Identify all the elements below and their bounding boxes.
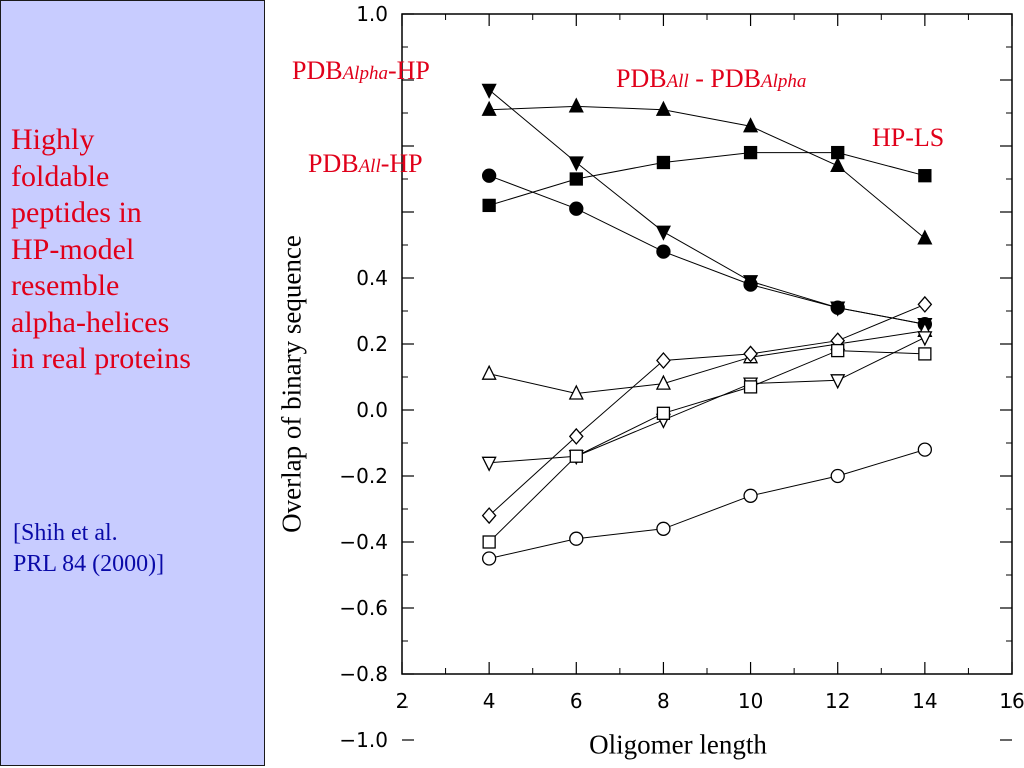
data-point-triangle-up	[743, 117, 759, 133]
data-point-square	[743, 145, 758, 160]
x-tick-label: 16	[999, 689, 1024, 713]
data-point-triangle-up	[655, 100, 671, 116]
x-tick-label: 8	[657, 689, 670, 713]
x-tick-label: 2	[396, 689, 409, 713]
y-tick-label: −0.8	[339, 662, 388, 686]
data-point-triangle-down	[481, 83, 497, 99]
data-point-square	[482, 198, 496, 213]
y-tick-label: −0.2	[339, 464, 388, 488]
data-point-triangle-down	[917, 331, 933, 347]
series-line	[489, 336, 926, 464]
series-label-pdb-all-minus-alpha: PDBAll - PDBAlpha	[616, 64, 807, 93]
data-point-circle	[656, 521, 671, 536]
data-point-triangle-up	[655, 374, 671, 390]
data-point-circle	[743, 488, 758, 503]
y-tick-label: 1.0	[356, 2, 388, 26]
slide-title: Highly foldable peptides in HP-model res…	[11, 123, 191, 375]
data-point-diamond	[481, 507, 497, 525]
data-point-square	[831, 145, 845, 160]
data-point-circle	[569, 201, 584, 216]
series-line	[489, 105, 926, 239]
series-label-pdb-alpha-hp: PDBAlpha-HP	[292, 56, 430, 85]
x-tick-label: 12	[825, 689, 850, 713]
series-label-pdb-all-hp: PDBAll-HP	[308, 149, 423, 178]
data-point-diamond	[656, 352, 671, 369]
y-tick-label: −0.6	[339, 596, 388, 620]
y-tick-label: 0.2	[356, 332, 388, 356]
x-tick-label: 6	[570, 689, 583, 713]
data-point-circle	[569, 531, 584, 546]
data-point-diamond	[568, 427, 584, 445]
data-point-triangle-down	[830, 374, 846, 390]
data-point-square	[918, 347, 932, 361]
x-tick-label: 4	[483, 689, 496, 713]
sidebar-panel: Highly foldable peptides in HP-model res…	[0, 0, 265, 766]
data-point-triangle-down	[655, 225, 671, 241]
data-point-diamond	[743, 345, 758, 363]
data-point-circle	[656, 244, 671, 259]
y-tick-label: 0.4	[356, 266, 388, 290]
data-point-circle	[743, 277, 758, 292]
x-tick-label: 14	[912, 689, 937, 713]
data-point-triangle-up	[481, 364, 497, 380]
data-point-circle	[917, 442, 933, 457]
data-point-triangle-up	[481, 100, 497, 116]
reference-citation: [Shih et al. PRL 84 (2000)]	[13, 520, 165, 577]
data-point-circle	[481, 551, 497, 566]
data-point-circle	[830, 468, 845, 484]
data-point-triangle-down	[481, 456, 497, 472]
series-line	[488, 152, 925, 206]
data-point-triangle-up	[830, 156, 846, 172]
x-tick-label: 10	[738, 689, 763, 713]
data-point-square	[743, 380, 758, 394]
data-point-triangle-down	[568, 156, 584, 172]
data-point-diamond	[917, 295, 933, 313]
series-label-hp-ls: HP-LS	[872, 123, 945, 152]
series-line	[488, 89, 925, 325]
y-tick-label: 0.0	[356, 398, 388, 422]
data-point-triangle-up	[917, 229, 933, 245]
data-point-circle	[830, 300, 845, 315]
data-point-circle	[481, 168, 497, 183]
data-point-square	[569, 172, 583, 186]
data-point-square	[569, 449, 583, 463]
series-line	[489, 449, 926, 559]
data-point-square	[918, 169, 932, 183]
series-line	[488, 350, 925, 543]
data-point-triangle-up	[568, 97, 584, 113]
y-tick-label: −0.4	[339, 530, 388, 554]
data-point-square	[656, 406, 671, 420]
series-line	[488, 303, 926, 516]
data-point-triangle-up	[568, 384, 584, 400]
y-tick-label: −1.0	[339, 728, 388, 752]
series-line	[488, 175, 925, 325]
series-line	[489, 330, 925, 395]
data-point-square	[656, 155, 671, 170]
data-point-square	[482, 535, 496, 549]
x-axis-label: Oligomer length	[589, 729, 767, 760]
y-axis-label: Overlap of binary sequence	[276, 235, 307, 533]
data-point-square	[831, 343, 845, 358]
